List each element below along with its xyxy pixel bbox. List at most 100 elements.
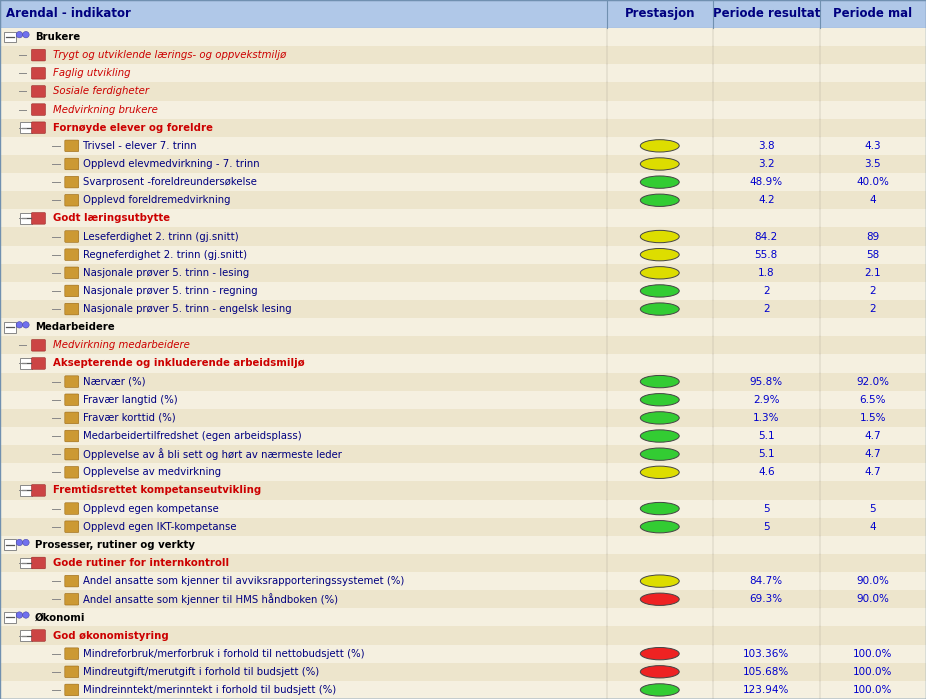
Text: Økonomi: Økonomi: [35, 612, 86, 622]
FancyBboxPatch shape: [0, 663, 926, 681]
FancyBboxPatch shape: [0, 46, 926, 64]
Ellipse shape: [17, 31, 23, 38]
FancyBboxPatch shape: [0, 535, 926, 554]
FancyBboxPatch shape: [0, 681, 926, 699]
Ellipse shape: [641, 176, 680, 188]
FancyBboxPatch shape: [20, 358, 32, 369]
Text: Regneferdighet 2. trinn (gj.snitt): Regneferdighet 2. trinn (gj.snitt): [83, 250, 247, 259]
Text: Mindreforbruk/merforbruk i forhold til nettobudsjett (%): Mindreforbruk/merforbruk i forhold til n…: [83, 649, 365, 658]
FancyBboxPatch shape: [20, 558, 32, 568]
Text: 1.3%: 1.3%: [753, 413, 780, 423]
FancyBboxPatch shape: [0, 264, 926, 282]
Ellipse shape: [641, 266, 680, 279]
Text: Periode mal: Periode mal: [833, 8, 912, 20]
Text: 4.7: 4.7: [865, 431, 881, 441]
Text: Opplevd elevmedvirkning - 7. trinn: Opplevd elevmedvirkning - 7. trinn: [83, 159, 260, 169]
Text: Brukere: Brukere: [35, 32, 81, 42]
Text: 5.1: 5.1: [758, 431, 774, 441]
Text: Prosesser, rutiner og verkty: Prosesser, rutiner og verkty: [35, 540, 195, 550]
Text: 2: 2: [870, 286, 876, 296]
Ellipse shape: [641, 575, 680, 587]
Text: 2: 2: [763, 286, 770, 296]
FancyBboxPatch shape: [0, 409, 926, 427]
Text: Medvirkning brukere: Medvirkning brukere: [53, 105, 157, 115]
Text: 5: 5: [763, 521, 770, 532]
Text: 58: 58: [866, 250, 880, 259]
FancyBboxPatch shape: [0, 391, 926, 409]
Text: Opplevd foreldremedvirkning: Opplevd foreldremedvirkning: [83, 195, 231, 206]
Text: 55.8: 55.8: [755, 250, 778, 259]
FancyBboxPatch shape: [0, 209, 926, 227]
Text: 5.1: 5.1: [758, 449, 774, 459]
Text: 103.36%: 103.36%: [744, 649, 789, 658]
FancyBboxPatch shape: [0, 137, 926, 155]
FancyBboxPatch shape: [0, 500, 926, 518]
FancyBboxPatch shape: [0, 445, 926, 463]
Ellipse shape: [641, 647, 680, 660]
Text: 1.8: 1.8: [758, 268, 774, 278]
FancyBboxPatch shape: [65, 593, 79, 605]
FancyBboxPatch shape: [65, 303, 79, 315]
Text: 4.6: 4.6: [758, 468, 774, 477]
Text: Arendal - indikator: Arendal - indikator: [6, 8, 131, 20]
Ellipse shape: [641, 231, 680, 243]
FancyBboxPatch shape: [31, 340, 45, 351]
FancyBboxPatch shape: [31, 358, 45, 369]
Ellipse shape: [22, 612, 30, 618]
FancyBboxPatch shape: [65, 503, 79, 514]
FancyBboxPatch shape: [0, 173, 926, 192]
Ellipse shape: [641, 503, 680, 514]
Text: 2.9%: 2.9%: [753, 395, 780, 405]
FancyBboxPatch shape: [0, 28, 926, 46]
Ellipse shape: [22, 31, 30, 38]
Text: Medarbeidertilfredshet (egen arbeidsplass): Medarbeidertilfredshet (egen arbeidsplas…: [83, 431, 302, 441]
Text: Mindreutgift/merutgift i forhold til budsjett (%): Mindreutgift/merutgift i forhold til bud…: [83, 667, 319, 677]
FancyBboxPatch shape: [0, 245, 926, 264]
Text: 95.8%: 95.8%: [750, 377, 782, 387]
FancyBboxPatch shape: [31, 212, 45, 224]
Ellipse shape: [641, 303, 680, 315]
Text: 4: 4: [870, 521, 876, 532]
Text: Andel ansatte som kjenner til HMS håndboken (%): Andel ansatte som kjenner til HMS håndbo…: [83, 593, 339, 605]
Text: 4.7: 4.7: [865, 449, 881, 459]
FancyBboxPatch shape: [0, 0, 926, 28]
FancyBboxPatch shape: [4, 612, 16, 623]
Text: 4.3: 4.3: [865, 140, 881, 151]
FancyBboxPatch shape: [65, 376, 79, 387]
Text: Godt læringsutbytte: Godt læringsutbytte: [53, 213, 169, 224]
Text: Leseferdighet 2. trinn (gj.snitt): Leseferdighet 2. trinn (gj.snitt): [83, 231, 239, 242]
FancyBboxPatch shape: [0, 554, 926, 572]
Text: God økonomistyring: God økonomistyring: [53, 630, 169, 640]
Ellipse shape: [641, 158, 680, 170]
FancyBboxPatch shape: [65, 521, 79, 533]
Text: Periode resultat: Periode resultat: [713, 8, 820, 20]
FancyBboxPatch shape: [0, 626, 926, 644]
FancyBboxPatch shape: [0, 82, 926, 101]
FancyBboxPatch shape: [65, 176, 79, 188]
FancyBboxPatch shape: [65, 412, 79, 424]
Text: Nasjonale prøver 5. trinn - lesing: Nasjonale prøver 5. trinn - lesing: [83, 268, 250, 278]
Ellipse shape: [17, 612, 23, 618]
FancyBboxPatch shape: [0, 644, 926, 663]
FancyBboxPatch shape: [0, 227, 926, 245]
FancyBboxPatch shape: [65, 431, 79, 442]
Text: Aksepterende og inkluderende arbeidsmiljø: Aksepterende og inkluderende arbeidsmilj…: [53, 359, 305, 368]
Text: 4: 4: [870, 195, 876, 206]
FancyBboxPatch shape: [65, 466, 79, 478]
Text: Trygt og utviklende lærings- og oppvekstmiljø: Trygt og utviklende lærings- og oppvekst…: [53, 50, 286, 60]
Text: 69.3%: 69.3%: [750, 594, 782, 604]
Text: 105.68%: 105.68%: [744, 667, 789, 677]
Text: Opplevelse av å bli sett og hørt av nærmeste leder: Opplevelse av å bli sett og hørt av nærm…: [83, 448, 343, 460]
Text: Fravær langtid (%): Fravær langtid (%): [83, 395, 178, 405]
Text: 84.2: 84.2: [755, 231, 778, 242]
FancyBboxPatch shape: [0, 282, 926, 300]
Text: Nasjonale prøver 5. trinn - engelsk lesing: Nasjonale prøver 5. trinn - engelsk lesi…: [83, 304, 292, 314]
Text: 6.5%: 6.5%: [859, 395, 886, 405]
FancyBboxPatch shape: [0, 119, 926, 137]
Text: 3.5: 3.5: [865, 159, 881, 169]
Text: Faglig utvikling: Faglig utvikling: [53, 69, 131, 78]
FancyBboxPatch shape: [65, 648, 79, 659]
FancyBboxPatch shape: [0, 608, 926, 626]
Ellipse shape: [22, 540, 30, 546]
FancyBboxPatch shape: [65, 285, 79, 296]
